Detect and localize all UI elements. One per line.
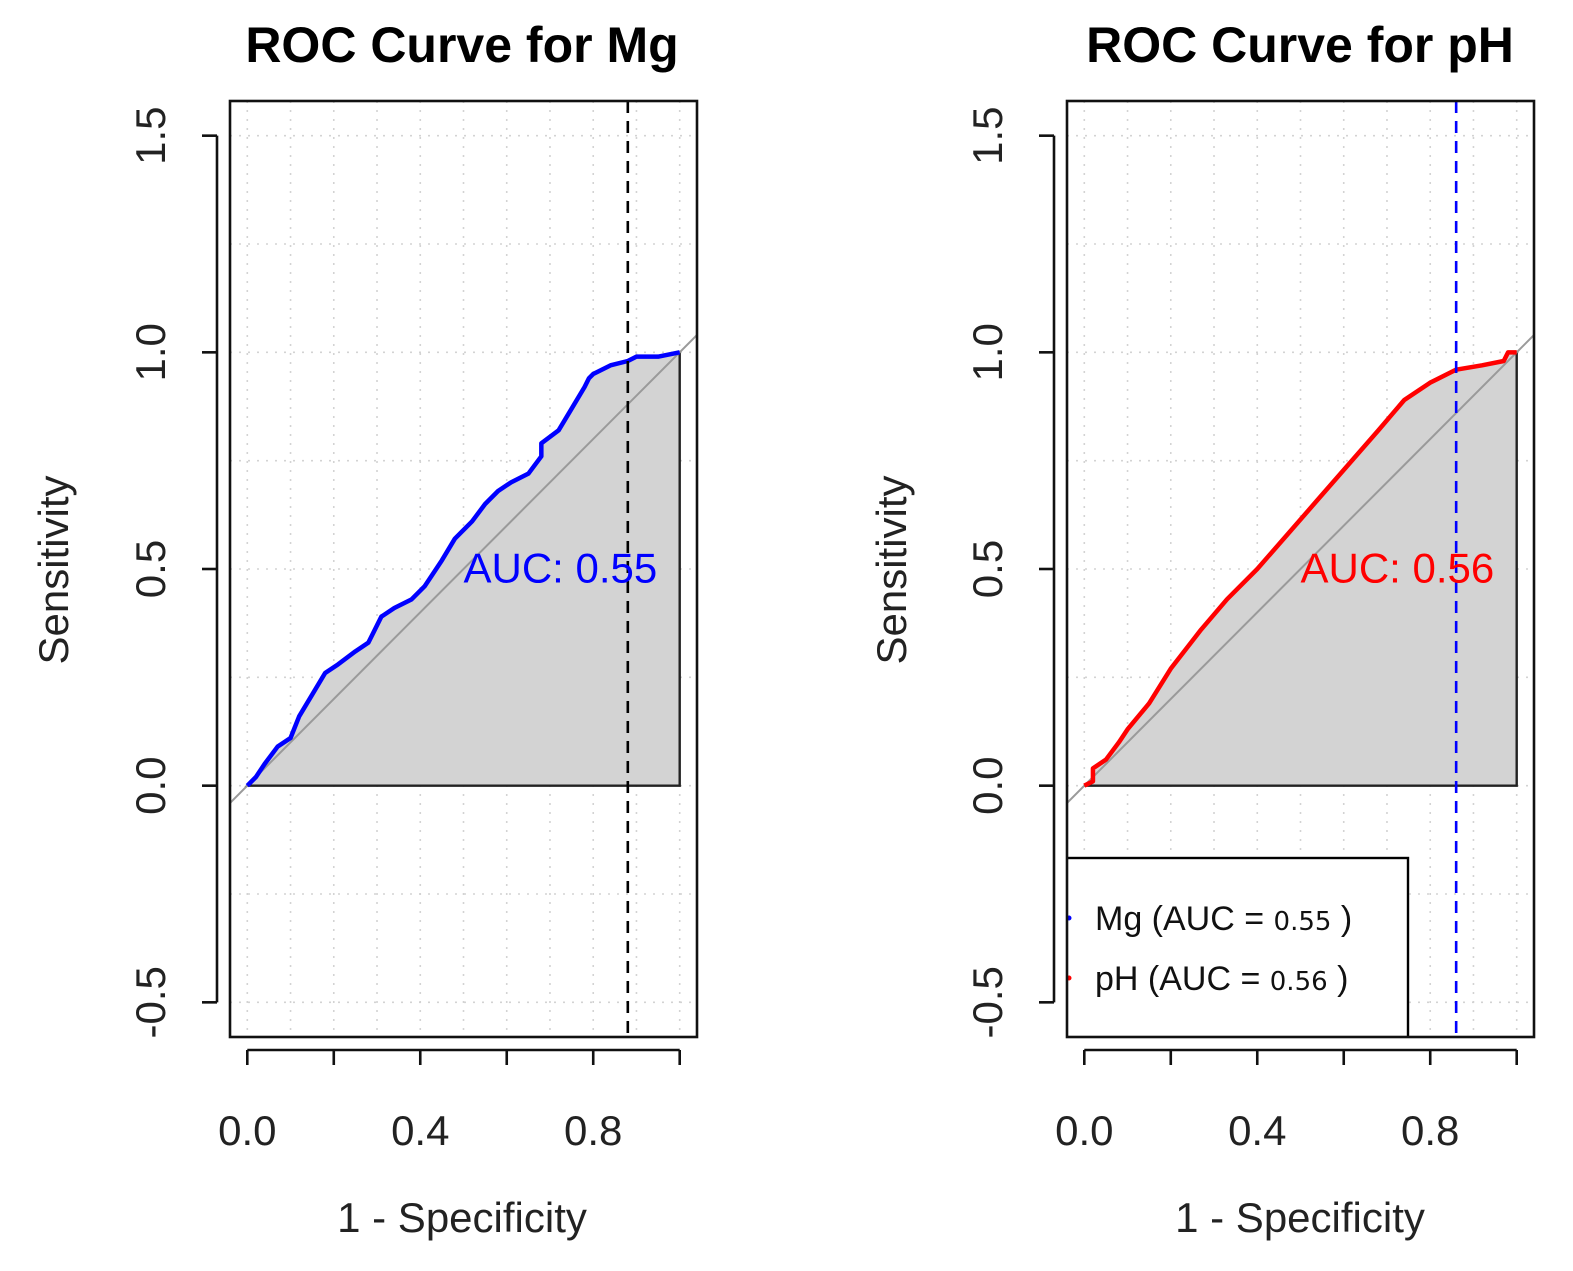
plot-area-mg: AUC: 0.55 — [230, 101, 697, 1037]
y-tick-label-ph: 1.5 — [964, 106, 1011, 164]
x-tick-label-mg: 0.8 — [564, 1107, 622, 1154]
x-tick-label-ph: 0.0 — [1055, 1107, 1113, 1154]
x-axis-label-ph: 1 - Specificity — [1175, 1194, 1425, 1241]
y-tick-label-mg: 0.0 — [127, 756, 174, 814]
plot-frame-mg — [228, 99, 699, 1039]
roc-curve-ph — [1083, 350, 1517, 788]
y-axis-label-mg: Sensitivity — [30, 475, 77, 664]
y-tick-label-mg: 1.5 — [127, 106, 174, 164]
x-tick-label-ph: 0.4 — [1228, 1107, 1286, 1154]
y-tick-label-ph: 1.0 — [964, 323, 1011, 381]
y-tick-label-ph: 0.5 — [964, 540, 1011, 598]
plot-frame-ph — [1065, 99, 1536, 1039]
legend-entry-0: Mg (AUC = 0.55 ) — [1095, 900, 1352, 938]
x-tick-label-ph: 0.8 — [1401, 1107, 1459, 1154]
panel-ph: ROC Curve for pH 1 - Specificity Sensiti… — [868, 17, 1536, 1241]
chart-title-ph: ROC Curve for pH — [1086, 17, 1514, 73]
y-tick-label-ph: -0.5 — [964, 966, 1011, 1038]
x-axis-label-mg: 1 - Specificity — [337, 1194, 587, 1241]
y-tick-label-mg: 0.5 — [127, 540, 174, 598]
y-axis-label-ph: Sensitivity — [868, 475, 915, 664]
legend-entry-1: pH (AUC = 0.56 ) — [1095, 960, 1348, 998]
legend-box — [1067, 856, 1410, 1037]
chart-title-mg: ROC Curve for Mg — [245, 17, 678, 73]
auc-label-ph: AUC: 0.56 — [1301, 545, 1495, 592]
y-tick-label-mg: -0.5 — [127, 966, 174, 1038]
plot-area-ph: AUC: 0.56 Mg (AUC = 0.55 ) pH (AUC = 0.56 … — [1067, 101, 1534, 1037]
y-tick-label-mg: 1.0 — [127, 323, 174, 381]
roc-curve-mg — [245, 350, 681, 788]
auc-label-mg: AUC: 0.55 — [464, 545, 658, 592]
x-tick-label-mg: 0.0 — [218, 1107, 276, 1154]
diagonal-reference-line-mg — [230, 334, 697, 804]
panel-mg: ROC Curve for Mg 1 - Specificity Sensiti… — [30, 17, 699, 1241]
x-tick-label-mg: 0.4 — [391, 1107, 449, 1154]
y-tick-label-ph: 0.0 — [964, 756, 1011, 814]
legend-ph: Mg (AUC = 0.55 ) pH (AUC = 0.56 ) — [1067, 856, 1410, 1037]
